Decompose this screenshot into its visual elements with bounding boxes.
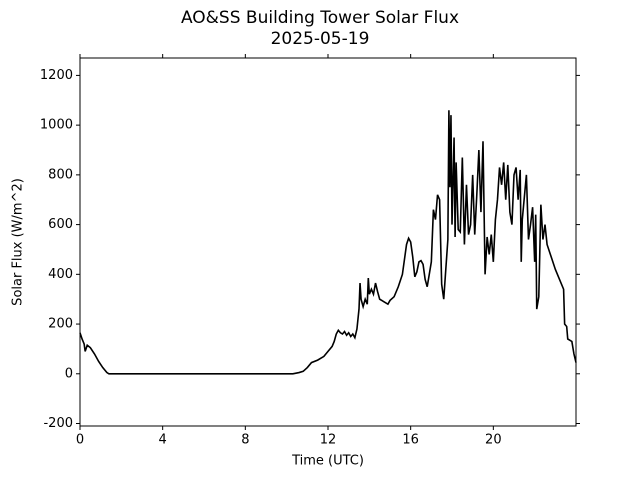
x-tick-label: 4 xyxy=(159,433,167,448)
chart-subtitle: 2025-05-19 xyxy=(271,29,370,49)
y-tick-label: 400 xyxy=(48,267,73,282)
x-tick-label: 0 xyxy=(76,433,84,448)
y-tick-label: 200 xyxy=(48,317,73,332)
x-tick-label: 20 xyxy=(485,433,502,448)
x-tick-label: 8 xyxy=(241,433,249,448)
y-tick-label: 800 xyxy=(48,167,73,182)
y-tick-label: -200 xyxy=(43,416,73,431)
y-tick-label: 1000 xyxy=(40,118,73,133)
y-axis-label: Solar Flux (W/m^2) xyxy=(11,178,26,306)
x-axis-label: Time (UTC) xyxy=(291,454,364,469)
y-tick-label: 1200 xyxy=(40,68,73,83)
y-tick-label: 0 xyxy=(65,366,73,381)
data-line xyxy=(79,110,577,375)
x-tick-label: 16 xyxy=(402,433,419,448)
y-tick-label: 600 xyxy=(48,217,73,232)
chart-title: AO&SS Building Tower Solar Flux xyxy=(181,8,459,28)
plot-frame xyxy=(79,57,577,427)
x-tick-label: 12 xyxy=(320,433,337,448)
